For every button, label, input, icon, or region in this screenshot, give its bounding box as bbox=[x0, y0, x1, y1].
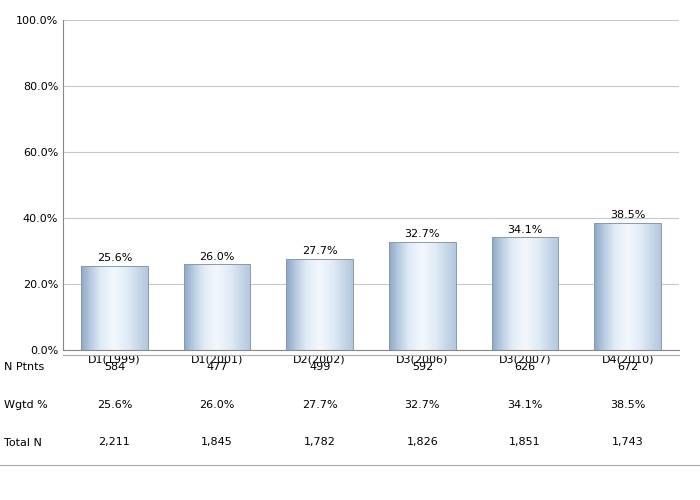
Text: 38.5%: 38.5% bbox=[610, 400, 645, 410]
Text: 27.7%: 27.7% bbox=[302, 400, 337, 410]
Text: 499: 499 bbox=[309, 362, 330, 372]
Text: 38.5%: 38.5% bbox=[610, 210, 645, 220]
Text: 1,845: 1,845 bbox=[201, 438, 233, 448]
Bar bbox=[389, 242, 456, 350]
Bar bbox=[183, 264, 251, 350]
Bar bbox=[286, 258, 353, 350]
Text: 1,826: 1,826 bbox=[407, 438, 438, 448]
Text: Wgtd %: Wgtd % bbox=[4, 400, 48, 410]
Text: 1,851: 1,851 bbox=[509, 438, 541, 448]
Text: Total N: Total N bbox=[4, 438, 41, 448]
Text: 1,782: 1,782 bbox=[304, 438, 335, 448]
Text: 27.7%: 27.7% bbox=[302, 246, 337, 256]
Bar bbox=[491, 238, 559, 350]
Text: 34.1%: 34.1% bbox=[508, 225, 542, 235]
Bar bbox=[81, 266, 148, 350]
Text: 32.7%: 32.7% bbox=[405, 400, 440, 410]
Text: 584: 584 bbox=[104, 362, 125, 372]
Text: 26.0%: 26.0% bbox=[199, 252, 234, 262]
Text: 672: 672 bbox=[617, 362, 638, 372]
Bar bbox=[594, 223, 661, 350]
Text: 32.7%: 32.7% bbox=[405, 230, 440, 239]
Text: 592: 592 bbox=[412, 362, 433, 372]
Text: N Ptnts: N Ptnts bbox=[4, 362, 43, 372]
Text: 34.1%: 34.1% bbox=[508, 400, 542, 410]
Text: 25.6%: 25.6% bbox=[97, 253, 132, 263]
Text: 2,211: 2,211 bbox=[99, 438, 130, 448]
Text: 1,743: 1,743 bbox=[612, 438, 643, 448]
Text: 26.0%: 26.0% bbox=[199, 400, 234, 410]
Text: 477: 477 bbox=[206, 362, 228, 372]
Text: 626: 626 bbox=[514, 362, 536, 372]
Text: 25.6%: 25.6% bbox=[97, 400, 132, 410]
